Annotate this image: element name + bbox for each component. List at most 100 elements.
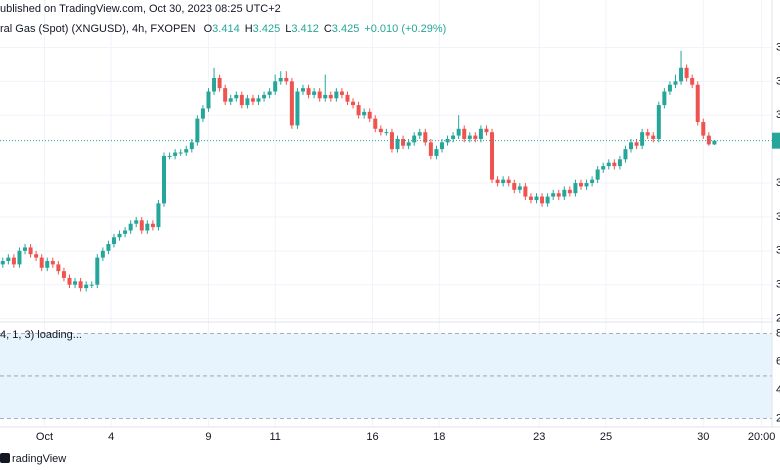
candle-body	[89, 284, 94, 286]
candle-body	[56, 264, 61, 272]
candle-body	[451, 135, 456, 139]
candle-body	[28, 247, 33, 255]
candle-body	[128, 223, 133, 231]
candle-body	[200, 108, 205, 119]
candle-body	[217, 77, 222, 89]
ohlc-value: 3.414	[212, 23, 240, 35]
candle-body	[345, 94, 350, 102]
candle-body	[645, 132, 650, 136]
candle-body	[106, 244, 111, 251]
candle-body	[323, 94, 328, 99]
candle-body	[245, 98, 250, 106]
candle-body	[590, 179, 595, 184]
candle-body	[389, 132, 394, 150]
candle-body	[67, 277, 72, 285]
candle-body	[523, 186, 528, 197]
candle-body	[601, 166, 606, 170]
candle-body	[434, 149, 439, 156]
candle-body	[456, 128, 461, 136]
candle-body	[250, 98, 255, 102]
candle-body	[0, 260, 5, 265]
candle-body	[139, 220, 144, 231]
candle-body	[156, 203, 161, 228]
candle-body	[367, 111, 372, 119]
candle-body	[412, 135, 417, 143]
x-tick-label: 30	[697, 431, 709, 443]
x-tick-label: 18	[433, 431, 445, 443]
candle-body	[212, 77, 217, 92]
candle-body	[651, 135, 656, 139]
x-tick-label: 16	[366, 431, 378, 443]
candle-body	[11, 257, 16, 265]
x-tick-label: 25	[600, 431, 612, 443]
y-tick-label: 2	[776, 313, 780, 325]
candle-body	[362, 111, 367, 116]
candle-body	[334, 91, 339, 99]
candle-body	[534, 196, 539, 200]
candle-body	[167, 155, 172, 157]
candle-body	[239, 94, 244, 106]
candle-body	[6, 257, 11, 261]
last-price-tag	[772, 132, 780, 149]
candle-body	[540, 196, 545, 204]
candle-body	[556, 193, 561, 197]
candle-body	[339, 91, 344, 95]
candle-body	[695, 84, 700, 123]
ohlc-value: 3.425	[253, 23, 281, 35]
indicator-tick-label: 4	[776, 384, 780, 396]
candle-body	[312, 91, 317, 95]
candle-body	[117, 233, 122, 238]
y-tick-label: 3	[776, 75, 780, 87]
y-tick-label: 3	[776, 41, 780, 53]
candle-body	[439, 142, 444, 150]
x-tick-label: 20:00	[748, 431, 776, 443]
candle-body	[473, 135, 478, 139]
footer: radingView	[12, 453, 66, 465]
candle-body	[189, 142, 194, 150]
candle-body	[111, 237, 116, 245]
candle-body	[629, 142, 634, 150]
y-tick-label: 3	[776, 279, 780, 291]
candle-body	[306, 88, 311, 95]
candle-body	[423, 132, 428, 143]
indicator-tick-label: 2	[776, 412, 780, 424]
change: +0.010 (+0.29%)	[364, 23, 446, 35]
candle-body	[512, 183, 517, 190]
candle-body	[495, 179, 500, 184]
x-tick-label: 9	[205, 431, 211, 443]
symbol: ral Gas (Spot) (XNGUSD), 4h, FXOPEN	[0, 23, 196, 35]
candle-body	[562, 189, 567, 197]
candle-body	[679, 67, 684, 82]
candle-body	[701, 122, 706, 136]
candle-body	[690, 77, 695, 85]
indicator-tick-label: 6	[776, 356, 780, 368]
candle-body	[373, 118, 378, 129]
ohlc-label: C	[324, 23, 332, 35]
candle-body	[184, 149, 189, 153]
candle-body	[23, 247, 28, 251]
candle-body	[351, 101, 356, 106]
candle-body	[84, 284, 89, 289]
ohlc-label: O	[204, 23, 213, 35]
symbol-legend: ral Gas (Spot) (XNGUSD), 4h, FXOPEN O3.41…	[0, 23, 446, 35]
candle-body	[573, 183, 578, 194]
candle-body	[517, 186, 522, 190]
candle-body	[267, 91, 272, 95]
candle-body	[273, 81, 278, 92]
candle-body	[45, 260, 50, 268]
candle-body	[545, 196, 550, 204]
candle-body	[162, 155, 167, 204]
candle-body	[712, 140, 717, 145]
candle-body	[39, 257, 44, 268]
indicator-label: 4, 1, 3) loading...	[0, 329, 82, 341]
candle-body	[195, 118, 200, 143]
candle-body	[123, 230, 128, 234]
candle-body	[378, 128, 383, 133]
candle-body	[401, 138, 406, 146]
candle-body	[617, 159, 622, 167]
candle-body	[501, 179, 506, 184]
candle-body	[300, 88, 305, 92]
candle-body	[178, 152, 183, 154]
